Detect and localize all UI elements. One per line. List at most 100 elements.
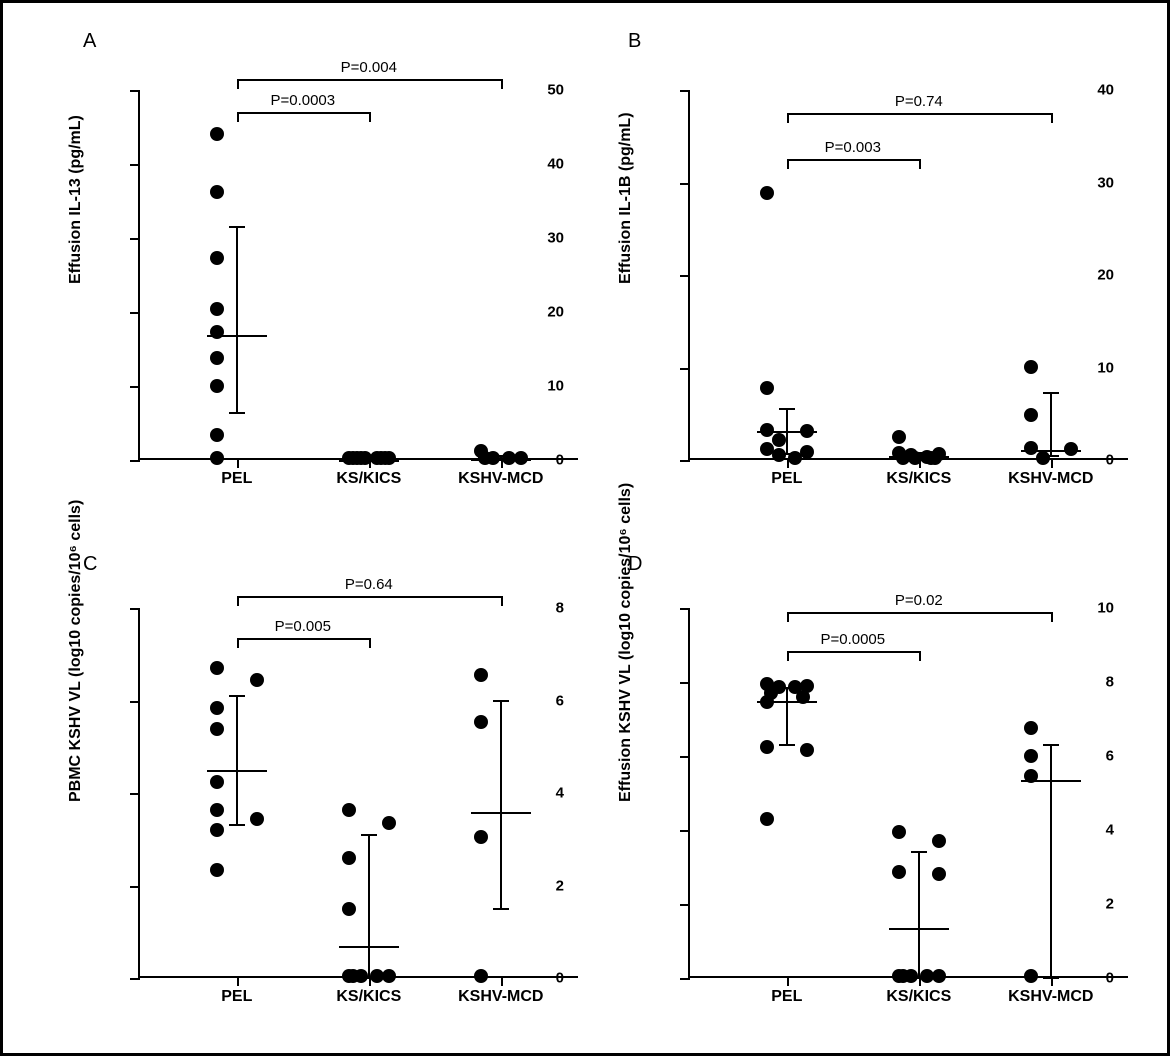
y-tick [680,460,690,462]
p-bracket-end [501,596,503,606]
data-point [350,451,364,465]
plot-area: 0246810PELKS/KICSKSHV-MCDP=0.0005P=0.02 [688,608,1128,978]
p-bracket-end [787,159,789,169]
data-point [210,325,224,339]
y-tick-label: 20 [1097,267,1114,284]
error-cap [229,695,245,697]
error-cap [229,824,245,826]
x-tick-label: KSHV-MCD [1008,470,1093,488]
data-point [474,668,488,682]
data-point [210,661,224,675]
x-tick-label: PEL [221,470,252,488]
y-tick [130,460,140,462]
data-point [342,851,356,865]
y-tick [130,701,140,703]
error-bar [918,852,920,978]
y-axis-label: Effusion IL-1B (pg/mL) [617,264,635,284]
y-tick [130,793,140,795]
plot-area: 010203040PELKS/KICSKSHV-MCDP=0.003P=0.74 [688,90,1128,460]
data-point [210,701,224,715]
y-tick-label: 2 [556,877,564,894]
error-cap [493,455,509,457]
data-point [1024,360,1038,374]
y-tick [130,90,140,92]
data-point [250,812,264,826]
y-tick-label: 0 [1106,452,1114,469]
data-point [210,428,224,442]
p-bracket-end [1051,612,1053,622]
y-tick [680,275,690,277]
data-point [210,803,224,817]
y-tick-label: 30 [1097,174,1114,191]
error-cap [361,977,377,979]
plot-area: 01020304050PELKS/KICSKSHV-MCDP=0.0003P=0… [138,90,578,460]
data-point [474,715,488,729]
data-point [210,379,224,393]
data-point [892,865,906,879]
data-point [932,867,946,881]
y-tick [680,608,690,610]
error-cap [493,459,509,461]
error-bar [368,835,370,978]
data-point [210,302,224,316]
error-bar [786,688,788,745]
data-point [1064,442,1078,456]
figure-root: A 01020304050PELKS/KICSKSHV-MCDP=0.0003P=… [0,0,1170,1056]
data-point [760,381,774,395]
data-point [210,127,224,141]
data-point [932,969,946,983]
p-bracket [237,596,501,598]
y-tick-label: 10 [1097,359,1114,376]
data-point [210,823,224,837]
y-tick-label: 0 [556,970,564,987]
p-bracket [787,651,919,653]
y-tick-label: 20 [547,304,564,321]
p-bracket-end [919,159,921,169]
error-bar [786,409,788,454]
x-tick-label: KSHV-MCD [458,470,543,488]
panel-B: B010203040PELKS/KICSKSHV-MCDP=0.003P=0.7… [593,15,1153,505]
data-point [892,825,906,839]
data-point [342,902,356,916]
y-axis-label: Effusion KSHV VL (log10 copies/10⁶ cells… [617,782,635,802]
error-cap [229,226,245,228]
p-bracket [787,113,1051,115]
data-point [892,430,906,444]
p-bracket [237,638,369,640]
y-tick-label: 6 [1106,748,1114,765]
p-bracket-end [369,112,371,122]
y-tick-label: 4 [556,785,564,802]
p-bracket-end [237,79,239,89]
p-value-label: P=0.005 [275,618,331,635]
y-tick-label: 8 [1106,674,1114,691]
panel-C: C02468PELKS/KICSKSHV-MCDP=0.005P=0.64PBM… [23,543,583,1033]
y-tick [680,904,690,906]
panel-A: A 01020304050PELKS/KICSKSHV-MCDP=0.0003P=… [23,15,583,505]
error-bar [1050,393,1052,456]
y-tick [680,368,690,370]
panel-D: D0246810PELKS/KICSKSHV-MCDP=0.0005P=0.02… [593,543,1153,1033]
y-tick-label: 2 [1106,896,1114,913]
data-point [800,445,814,459]
p-bracket-end [787,651,789,661]
x-tick [237,976,239,986]
y-tick-label: 40 [547,156,564,173]
x-tick [787,976,789,986]
p-bracket [237,112,369,114]
data-point [374,451,388,465]
p-bracket-end [369,638,371,648]
x-tick-label: PEL [771,988,802,1006]
error-cap [493,700,509,702]
y-tick-label: 0 [556,452,564,469]
data-point [896,969,910,983]
error-cap [911,851,927,853]
data-point [382,969,396,983]
p-bracket-end [787,612,789,622]
y-tick [130,164,140,166]
p-value-label: P=0.64 [345,576,393,593]
error-cap [1043,977,1059,979]
data-point [346,969,360,983]
y-axis-label: PBMC KSHV VL (log10 copies/10⁶ cells) [67,782,85,802]
data-point [210,185,224,199]
panel-label: A [83,30,96,53]
